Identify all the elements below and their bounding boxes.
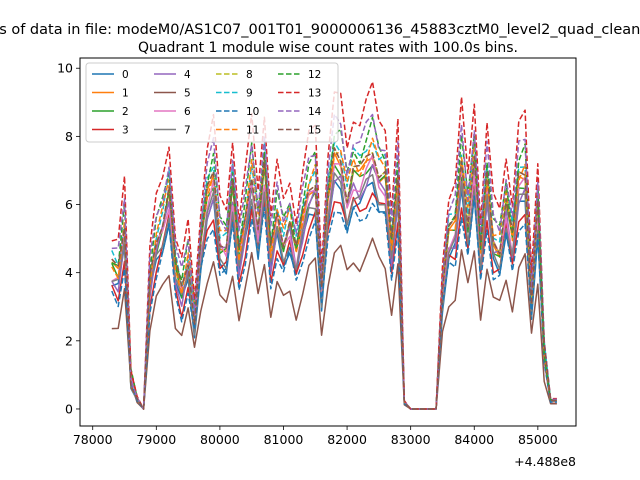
y-tick-label: 4: [65, 265, 73, 280]
y-tick-label: 0: [65, 401, 73, 416]
legend-label-7: 7: [184, 125, 191, 137]
chart-suptitle: Plots of data in file: modeM0/AS1C07_001…: [0, 22, 640, 38]
legend-label-8: 8: [246, 69, 253, 81]
legend-label-0: 0: [122, 69, 129, 81]
plot-frame: [79, 57, 577, 427]
y-tick-label: 2: [65, 333, 73, 348]
series-line-5: [111, 237, 557, 410]
legend-label-4: 4: [184, 69, 191, 81]
legend-label-14: 14: [308, 106, 322, 118]
series-line-3: [111, 185, 557, 410]
legend-label-2: 2: [122, 106, 129, 118]
y-tick-label: 6: [65, 197, 73, 212]
y-tick-label: 10: [57, 61, 73, 76]
x-tick-label: 82000: [327, 432, 367, 447]
series-line-7: [111, 172, 557, 410]
series-line-12: [111, 116, 557, 410]
x-axis: 78000 79000 80000 81000 82000 83000 84000 85000: [73, 426, 558, 447]
legend-label-6: 6: [184, 106, 191, 118]
x-tick-label: 83000: [391, 432, 431, 447]
y-tick-label: 8: [65, 129, 73, 144]
chart-title: Quadrant 1 module wise count rates with …: [138, 40, 518, 56]
legend-label-10: 10: [246, 106, 259, 118]
legend-label-13: 13: [308, 88, 321, 100]
legend-label-11: 11: [246, 125, 259, 137]
x-tick-label: 80000: [200, 432, 240, 447]
x-tick-label: 85000: [518, 432, 558, 447]
x-tick-label: 78000: [73, 432, 113, 447]
x-tick-label: 84000: [454, 432, 494, 447]
series-line-14: [111, 113, 557, 410]
series-line-15: [111, 147, 557, 410]
series-layer: [111, 81, 557, 410]
legend-label-5: 5: [184, 88, 191, 100]
legend-label-1: 1: [122, 88, 129, 100]
legend-label-12: 12: [308, 69, 321, 81]
legend-box: [85, 62, 339, 143]
series-line-10: [111, 195, 557, 410]
x-tick-label: 81000: [264, 432, 304, 447]
x-offset-label: +4.488e8: [514, 454, 576, 469]
legend-label-3: 3: [122, 125, 129, 137]
x-tick-label: 79000: [136, 432, 176, 447]
y-axis: 0 2 4 6 8 10: [57, 61, 80, 416]
legend-label-15: 15: [308, 125, 321, 137]
legend-label-9: 9: [246, 88, 253, 100]
